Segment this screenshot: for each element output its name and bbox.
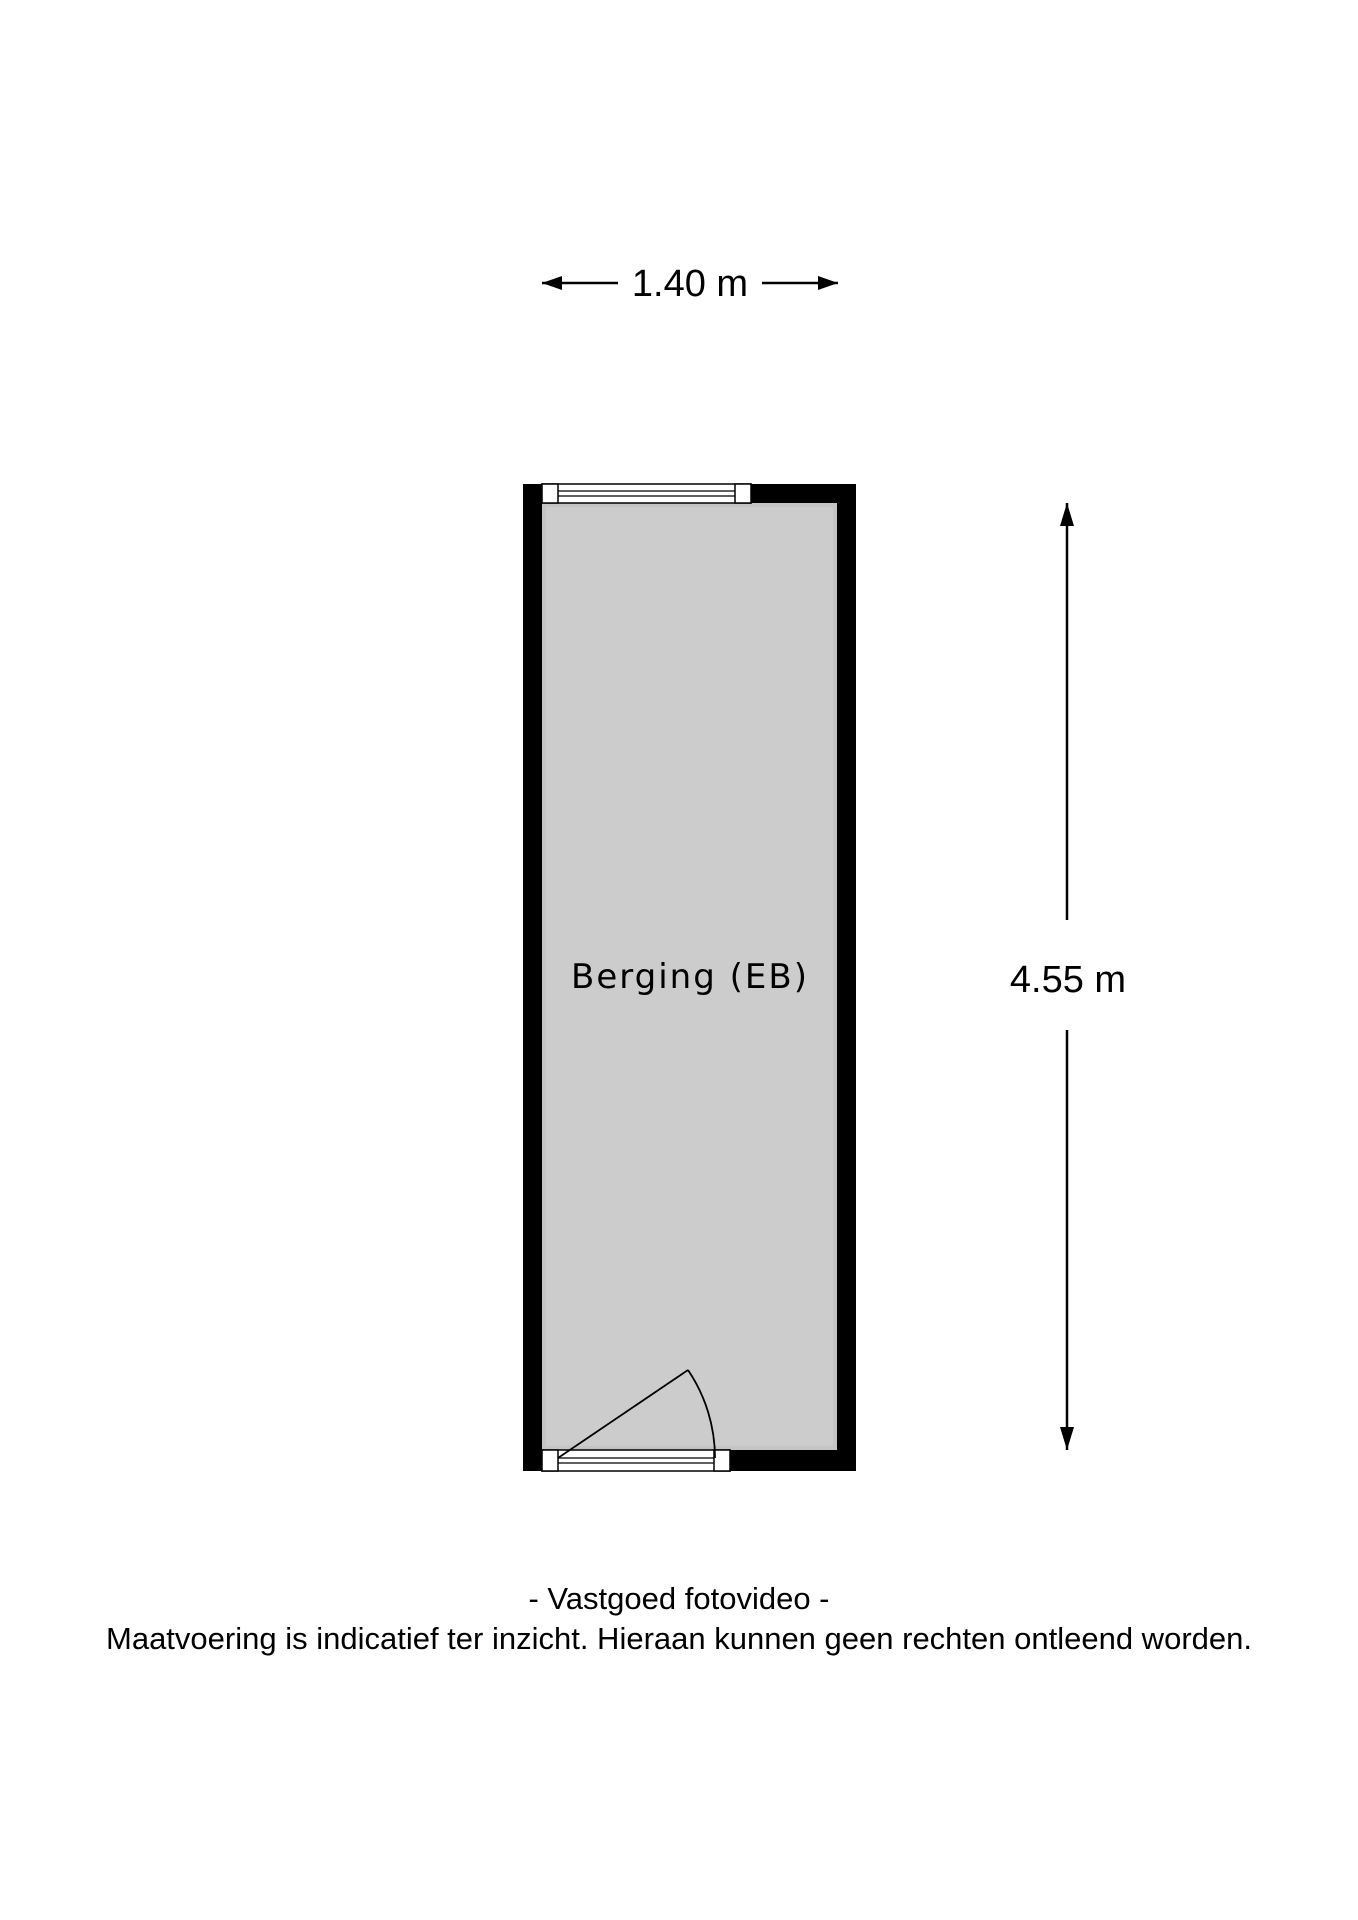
width-arrowhead-right <box>818 276 838 290</box>
window-frame-top <box>541 483 752 504</box>
footer-company: - Vastgoed fotovideo - <box>528 1581 830 1616</box>
height-arrowhead-top <box>1060 503 1074 526</box>
top-window <box>541 483 752 504</box>
room-floor <box>542 503 837 1450</box>
door-swing-arc <box>687 1369 716 1459</box>
room-label: Berging (EB) <box>571 957 809 997</box>
footer-disclaimer: Maatvoering is indicatief ter inzicht. H… <box>106 1621 1252 1656</box>
width-dimension: 1.40 m <box>542 263 838 305</box>
wall-top-right <box>751 484 837 503</box>
width-arrowhead-left <box>542 276 562 290</box>
window-jamb-left <box>541 483 559 504</box>
walls <box>523 484 856 1471</box>
bottom-door <box>541 1369 731 1472</box>
door-jamb-left <box>541 1449 559 1472</box>
door-jamb-right <box>713 1449 731 1472</box>
door-frame-bottom <box>541 1449 731 1472</box>
wall-bottom-right <box>730 1450 837 1471</box>
wall-left <box>523 484 542 1471</box>
height-arrowhead-bottom <box>1060 1427 1074 1450</box>
window-jamb-right <box>734 483 752 504</box>
height-dimension: 4.55 m <box>1010 503 1126 1450</box>
height-label: 4.55 m <box>1010 959 1126 1001</box>
width-label: 1.40 m <box>632 263 748 305</box>
wall-right <box>837 484 856 1471</box>
door-leaf <box>557 1369 689 1459</box>
